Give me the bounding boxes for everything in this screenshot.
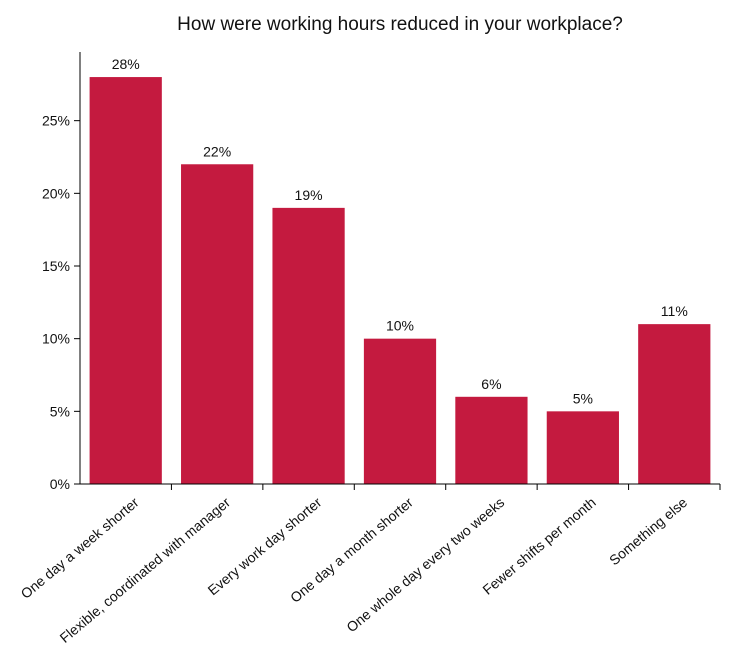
- data-label: 28%: [112, 56, 140, 72]
- data-labels: 28% 22% 19% 10% 6% 5% 11%: [112, 56, 688, 406]
- bar: [455, 396, 528, 484]
- bar: [89, 77, 162, 485]
- bar: [546, 411, 619, 484]
- data-label: 6%: [481, 376, 501, 392]
- data-label: 19%: [295, 187, 323, 203]
- category-label: Flexible, coordinated with manager: [56, 494, 233, 646]
- bar: [363, 338, 437, 484]
- bar: [638, 324, 711, 484]
- data-label: 10%: [386, 318, 414, 334]
- y-axis: 0% 5% 10% 15% 20% 25%: [42, 52, 81, 492]
- y-tick-label: 15%: [42, 258, 70, 274]
- y-tick-label: 5%: [50, 403, 70, 419]
- y-tick-label: 10%: [42, 331, 70, 347]
- chart-title: How were working hours reduced in your w…: [177, 14, 623, 35]
- x-axis: [80, 483, 721, 490]
- bar: [181, 164, 254, 484]
- y-tick-label: 20%: [42, 185, 70, 201]
- y-tick-label: 0%: [50, 476, 70, 492]
- category-label: One whole day every two weeks: [343, 494, 507, 635]
- y-tick-label: 25%: [42, 113, 70, 129]
- bars: [89, 77, 711, 485]
- bar: [272, 207, 345, 484]
- category-label: Something else: [606, 494, 690, 568]
- data-label: 11%: [661, 303, 688, 319]
- data-label: 22%: [203, 143, 231, 159]
- data-label: 5%: [573, 390, 593, 406]
